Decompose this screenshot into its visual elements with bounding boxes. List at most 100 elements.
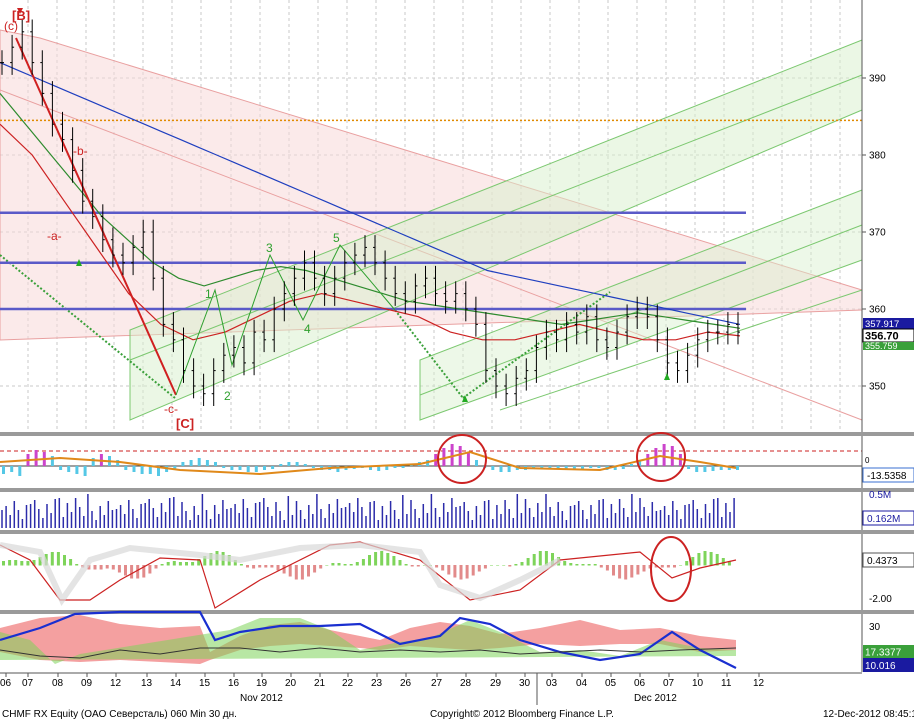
osc-last-tag	[862, 467, 914, 483]
osc-histogram-bar	[271, 466, 275, 469]
osc-histogram-bar	[572, 466, 576, 470]
dmi-tick-label: 30	[869, 622, 881, 633]
osc-last-value: -13.5358	[867, 471, 907, 482]
osc-histogram-bar	[369, 466, 372, 470]
momentum-bar	[264, 565, 268, 568]
signal-triangle	[462, 395, 468, 402]
osc-histogram-bar	[254, 466, 258, 472]
price-tick-label: 390	[869, 74, 886, 85]
osc-histogram-bar	[10, 466, 14, 472]
footer: CHMF RX Equity (OAO Северсталь) 060 Min …	[0, 707, 914, 723]
momentum-bar	[87, 565, 91, 570]
x-tick-label: 16	[228, 678, 240, 689]
momentum-bar	[14, 560, 18, 566]
osc-histogram-bar	[181, 462, 185, 466]
x-tick-label: 06	[0, 678, 12, 689]
momentum-bar	[673, 565, 676, 568]
momentum-bar	[721, 558, 725, 566]
osc-histogram-bar	[238, 466, 242, 470]
momentum-bar	[99, 565, 103, 570]
momentum-bar	[337, 563, 341, 566]
momentum-bar	[471, 565, 475, 576]
momentum-bar	[331, 563, 335, 566]
momentum-bar	[563, 561, 567, 566]
momentum-bar	[581, 564, 585, 566]
osc-histogram-bar	[711, 466, 715, 471]
momentum-bar	[490, 565, 493, 566]
month-label: Dec 2012	[634, 693, 677, 704]
momentum-bar	[508, 565, 512, 567]
wave-label: 4	[304, 322, 311, 336]
osc-histogram-bar	[377, 466, 381, 471]
osc-histogram-bar	[336, 466, 340, 472]
osc-histogram-bar	[148, 466, 152, 474]
momentum-bar	[447, 565, 451, 575]
osc-histogram-bar	[173, 466, 177, 470]
osc-histogram-bar	[458, 446, 462, 466]
momentum-bar	[294, 565, 298, 580]
x-tick-label: 10	[692, 678, 704, 689]
wave-label: -c-	[164, 402, 178, 416]
momentum-bar	[575, 564, 579, 566]
momentum-bar	[203, 556, 207, 566]
x-tick-label: 20	[285, 678, 297, 689]
osc-histogram-bar	[662, 444, 666, 466]
osc-histogram-bar	[540, 466, 544, 468]
x-tick-label: 04	[576, 678, 588, 689]
momentum-bar	[313, 565, 317, 573]
osc-histogram-bar	[613, 466, 617, 470]
momentum-bar	[422, 565, 426, 566]
momentum-bar	[148, 565, 152, 574]
momentum-tick-label: 0.4373	[867, 556, 898, 567]
momentum-bar	[258, 565, 262, 568]
osc-histogram-bar	[687, 466, 691, 469]
x-tick-label: 12	[753, 678, 765, 689]
x-tick-label: 05	[605, 678, 617, 689]
wave-label: 5	[333, 231, 340, 245]
volume-tick-label: 0.5M	[869, 490, 891, 501]
momentum-bar	[56, 552, 60, 566]
momentum-bar	[477, 565, 481, 572]
osc-histogram-bar	[157, 466, 160, 476]
x-tick-label: 29	[490, 678, 502, 689]
osc-histogram-bar	[303, 464, 307, 466]
osc-histogram-bar	[581, 466, 584, 469]
dmi-last-value-blue: 10.016	[865, 661, 896, 672]
momentum-bar	[233, 560, 237, 566]
momentum-bar	[130, 565, 134, 579]
osc-histogram-bar	[385, 466, 389, 470]
x-tick-label: 22	[342, 678, 354, 689]
osc-histogram-bar	[279, 464, 283, 466]
momentum-bar	[666, 565, 670, 568]
momentum-bar	[593, 564, 597, 566]
momentum-bar	[319, 565, 323, 569]
x-tick-label: 28	[460, 678, 472, 689]
green-channel-mid	[129, 74, 863, 361]
x-tick-label: 19	[256, 678, 268, 689]
momentum-bar	[142, 565, 146, 578]
momentum-bar	[551, 553, 554, 566]
wave-label: (c)	[4, 19, 18, 33]
wave-label: 1	[205, 287, 212, 301]
momentum-bar	[386, 553, 390, 566]
osc-histogram-bar	[695, 466, 699, 472]
osc-histogram-bar	[214, 462, 217, 466]
last-price-tag-text: 356.70	[865, 331, 899, 343]
momentum-bar	[117, 565, 121, 573]
momentum-bar	[624, 565, 628, 580]
momentum-bar	[679, 565, 683, 566]
price-tick-label: 350	[869, 382, 886, 393]
osc-histogram-bar	[589, 466, 593, 468]
ma-blue-line	[0, 62, 741, 325]
osc-histogram-bar	[116, 460, 120, 466]
momentum-bar	[520, 562, 524, 566]
osc-histogram-bar	[34, 450, 38, 466]
osc-histogram-bar	[311, 466, 315, 468]
momentum-bar	[288, 565, 292, 577]
x-tick-label: 11	[721, 678, 732, 689]
momentum-bar	[374, 552, 378, 566]
momentum-bar	[514, 564, 518, 566]
osc-histogram-bar	[564, 466, 568, 470]
momentum-bar	[404, 564, 408, 566]
osc-histogram-bar	[556, 466, 560, 469]
